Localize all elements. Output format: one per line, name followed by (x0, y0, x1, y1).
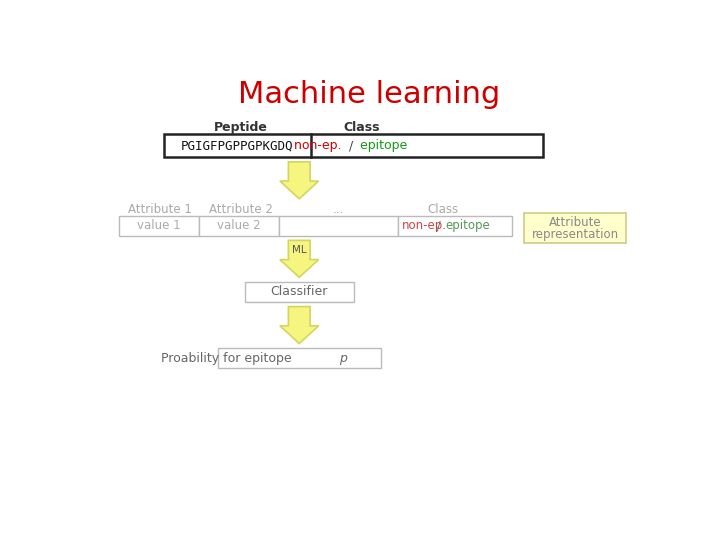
Text: epitope: epitope (445, 219, 490, 232)
Text: Attribute: Attribute (549, 216, 601, 229)
FancyBboxPatch shape (163, 134, 544, 157)
Text: non-ep.: non-ep. (294, 139, 346, 152)
Polygon shape (280, 307, 319, 343)
Text: Class: Class (343, 122, 379, 134)
FancyBboxPatch shape (279, 215, 397, 236)
Text: p: p (338, 352, 346, 365)
Text: Classifier: Classifier (271, 286, 328, 299)
FancyBboxPatch shape (199, 215, 279, 236)
Text: /: / (349, 139, 354, 152)
FancyBboxPatch shape (524, 213, 626, 244)
Text: value 1: value 1 (138, 219, 181, 232)
Text: epitope: epitope (356, 139, 407, 152)
Text: Peptide: Peptide (214, 122, 268, 134)
Text: Machine learning: Machine learning (238, 79, 500, 109)
Text: non-ep.: non-ep. (402, 219, 446, 232)
Text: Attribute 2: Attribute 2 (210, 203, 273, 216)
Text: ML: ML (292, 245, 307, 255)
FancyBboxPatch shape (245, 282, 354, 302)
Polygon shape (280, 162, 319, 199)
Text: value 2: value 2 (217, 219, 261, 232)
FancyBboxPatch shape (120, 215, 199, 236)
Text: Attribute 1: Attribute 1 (128, 203, 192, 216)
Text: /: / (433, 219, 445, 232)
Polygon shape (280, 240, 319, 278)
Text: representation: representation (531, 228, 618, 241)
Text: PGIGFPGPPGPKGDQ: PGIGFPGPPGPKGDQ (181, 139, 294, 152)
FancyBboxPatch shape (397, 215, 513, 236)
Text: Proability for epitope: Proability for epitope (161, 352, 295, 365)
FancyBboxPatch shape (218, 348, 381, 368)
Text: ...: ... (333, 203, 343, 216)
Text: Class: Class (427, 203, 458, 216)
